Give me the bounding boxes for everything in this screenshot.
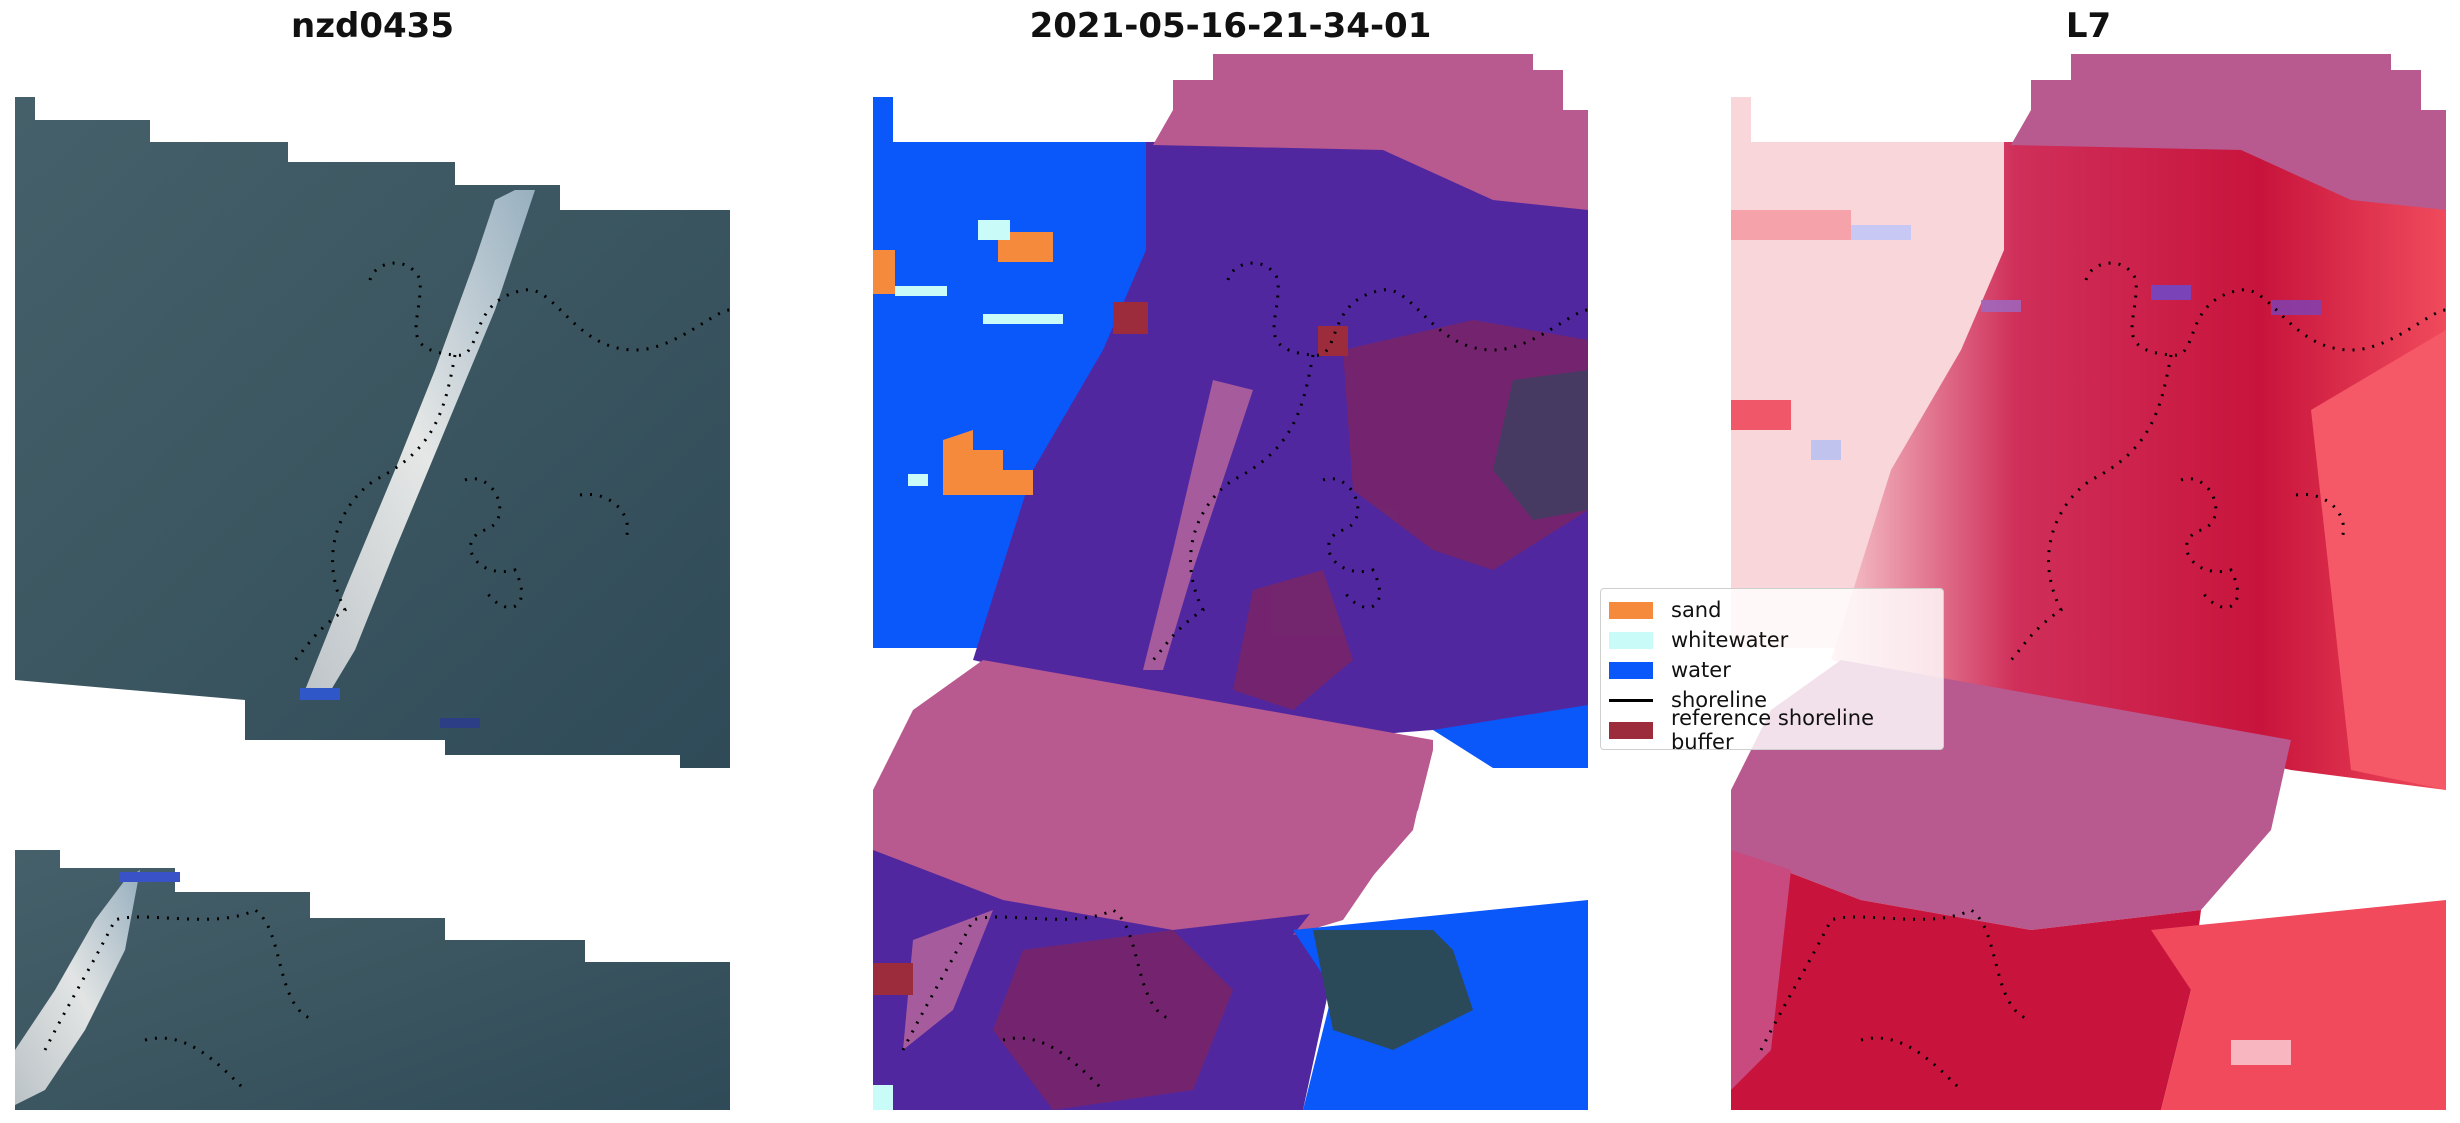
legend-label-buffer: reference shoreline buffer (1670, 706, 1874, 754)
water-swatch (1609, 661, 1653, 679)
legend: sand whitewater water shoreline referenc… (1600, 588, 1944, 754)
legend-item-buffer: reference shoreline buffer (1609, 706, 1943, 754)
legend-item-water: water (1609, 655, 1731, 685)
mask-overlay (873, 54, 1588, 935)
panel-title-classification: 2021-05-16-21-34-01 (1029, 6, 1432, 46)
shoreline-trace-classification (901, 261, 1588, 1092)
shoreline-line-swatch (1609, 698, 1653, 702)
panel-title-index: L7 (2065, 6, 2112, 46)
shoreline-trace (43, 261, 730, 1092)
legend-label-shoreline: shoreline (1671, 688, 1768, 712)
legend-label-whitewater: whitewater (1671, 628, 1789, 652)
classification-panel (873, 54, 1588, 1110)
sand-class (873, 232, 1053, 495)
beach-strip (903, 380, 1253, 1050)
satellite-bottom-block (15, 850, 730, 1110)
index-top-block (1731, 97, 2446, 790)
sand-swatch (1609, 601, 1653, 619)
index-panel (1731, 54, 2446, 1110)
legend-item-shoreline: shoreline (1609, 685, 1767, 715)
water-class-bottom (1293, 370, 1588, 1110)
panel-title-rgb: nzd0435 (291, 6, 454, 46)
legend-item-whitewater: whitewater (1609, 625, 1788, 655)
shoreline-trace-index (1759, 261, 2446, 1092)
legend-item-sand: sand (1609, 595, 1721, 625)
rgb-image-panel (15, 97, 730, 1110)
legend-label-sand: sand (1671, 598, 1722, 622)
whitewater-class (873, 220, 1063, 1110)
reference-buffer-cells (873, 302, 1348, 995)
legend-label-water: water (1671, 658, 1731, 682)
index-bottom-block (1731, 850, 2446, 1110)
whitewater-swatch (1609, 631, 1653, 649)
buffer-swatch (1609, 721, 1653, 739)
satellite-top-block (15, 97, 730, 768)
